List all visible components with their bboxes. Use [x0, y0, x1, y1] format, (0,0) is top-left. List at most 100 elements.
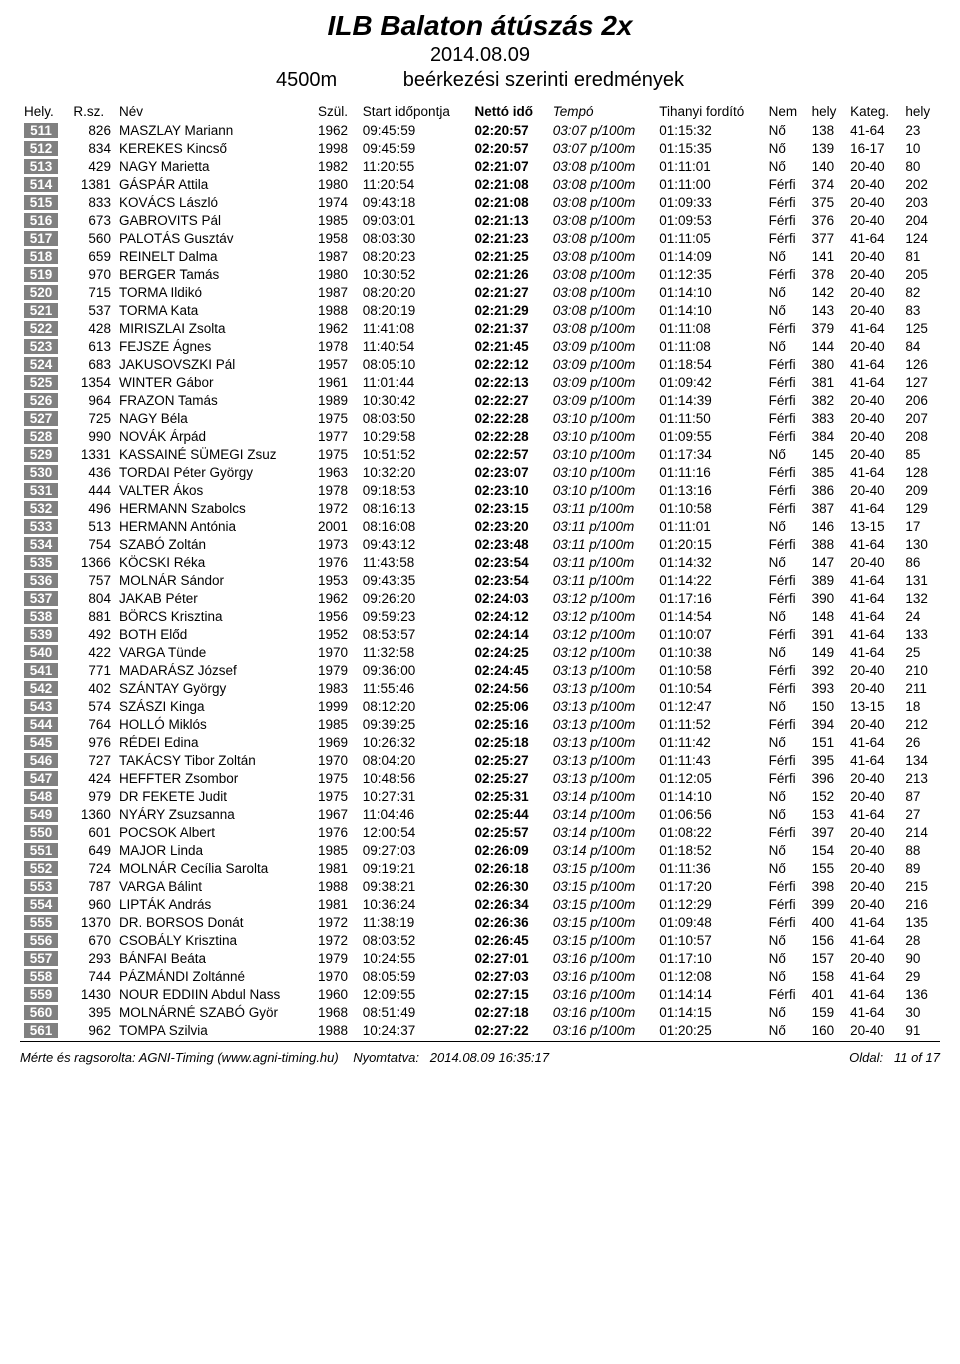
cell-tempo: 03:14 p/100m [549, 823, 655, 841]
place-badge: 552 [24, 861, 58, 876]
cell-catplace: 90 [901, 949, 940, 967]
cell-category: 20-40 [846, 715, 901, 733]
cell-bib: 724 [69, 859, 115, 877]
cell-start: 11:01:44 [359, 373, 471, 391]
cell-net: 02:27:01 [471, 949, 549, 967]
place-badge: 536 [24, 573, 58, 588]
cell-bib: 1370 [69, 913, 115, 931]
col-tempo: Tempó [549, 102, 655, 121]
cell-sex: Nő [765, 967, 808, 985]
cell-net: 02:25:18 [471, 733, 549, 751]
cell-place: 526 [20, 391, 69, 409]
cell-bib: 560 [69, 229, 115, 247]
cell-bib: 429 [69, 157, 115, 175]
cell-name: NAGY Marietta [115, 157, 314, 175]
cell-tihanyi: 01:11:08 [655, 337, 764, 355]
cell-bib: 683 [69, 355, 115, 373]
cell-name: MAJOR Linda [115, 841, 314, 859]
cell-year: 1957 [314, 355, 359, 373]
cell-year: 1956 [314, 607, 359, 625]
place-badge: 537 [24, 591, 58, 606]
cell-sex: Nő [765, 553, 808, 571]
cell-category: 41-64 [846, 805, 901, 823]
cell-sexplace: 138 [808, 121, 847, 139]
cell-place: 553 [20, 877, 69, 895]
cell-tihanyi: 01:11:05 [655, 229, 764, 247]
table-row: 552724MOLNÁR Cecília Sarolta198109:19:21… [20, 859, 940, 877]
cell-net: 02:24:25 [471, 643, 549, 661]
cell-sexplace: 396 [808, 769, 847, 787]
cell-sexplace: 380 [808, 355, 847, 373]
cell-place: 542 [20, 679, 69, 697]
subtitle: beérkezési szerinti eredmények [403, 69, 684, 91]
cell-tempo: 03:08 p/100m [549, 157, 655, 175]
place-badge: 532 [24, 501, 58, 516]
cell-start: 11:38:19 [359, 913, 471, 931]
table-row: 547424HEFFTER Zsombor197510:48:5602:25:2… [20, 769, 940, 787]
cell-sexplace: 397 [808, 823, 847, 841]
cell-net: 02:27:22 [471, 1021, 549, 1039]
cell-tihanyi: 01:11:36 [655, 859, 764, 877]
cell-sex: Férfi [765, 427, 808, 445]
cell-tihanyi: 01:10:38 [655, 643, 764, 661]
cell-sexplace: 160 [808, 1021, 847, 1039]
cell-name: TORDAI Péter György [115, 463, 314, 481]
cell-place: 521 [20, 301, 69, 319]
cell-start: 09:03:01 [359, 211, 471, 229]
cell-place: 534 [20, 535, 69, 553]
cell-sex: Nő [765, 139, 808, 157]
cell-catplace: 213 [901, 769, 940, 787]
cell-start: 11:32:58 [359, 643, 471, 661]
cell-catplace: 83 [901, 301, 940, 319]
cell-place: 540 [20, 643, 69, 661]
cell-tihanyi: 01:18:54 [655, 355, 764, 373]
cell-tempo: 03:11 p/100m [549, 571, 655, 589]
place-badge: 520 [24, 285, 58, 300]
cell-place: 556 [20, 931, 69, 949]
table-row: 544764HOLLÓ Miklós198509:39:2502:25:1603… [20, 715, 940, 733]
cell-tempo: 03:16 p/100m [549, 1021, 655, 1039]
cell-sex: Nő [765, 607, 808, 625]
cell-name: GABROVITS Pál [115, 211, 314, 229]
cell-catplace: 133 [901, 625, 940, 643]
cell-place: 528 [20, 427, 69, 445]
cell-name: PÁZMÁNDI Zoltánné [115, 967, 314, 985]
cell-catplace: 211 [901, 679, 940, 697]
cell-catplace: 215 [901, 877, 940, 895]
cell-bib: 964 [69, 391, 115, 409]
cell-tihanyi: 01:11:52 [655, 715, 764, 733]
cell-tempo: 03:15 p/100m [549, 859, 655, 877]
cell-tihanyi: 01:11:08 [655, 319, 764, 337]
cell-tempo: 03:07 p/100m [549, 139, 655, 157]
cell-name: CSOBÁLY Krisztina [115, 931, 314, 949]
place-badge: 519 [24, 267, 58, 282]
table-row: 5351366KÖCSKI Réka197611:43:5802:23:5403… [20, 553, 940, 571]
cell-year: 1999 [314, 697, 359, 715]
cell-name: JAKAB Péter [115, 589, 314, 607]
distance: 4500m [276, 69, 337, 92]
cell-place: 535 [20, 553, 69, 571]
cell-catplace: 124 [901, 229, 940, 247]
cell-net: 02:24:12 [471, 607, 549, 625]
cell-bib: 613 [69, 337, 115, 355]
cell-place: 515 [20, 193, 69, 211]
cell-tihanyi: 01:12:05 [655, 769, 764, 787]
cell-place: 536 [20, 571, 69, 589]
col-szul: Szül. [314, 102, 359, 121]
cell-sexplace: 148 [808, 607, 847, 625]
cell-catplace: 29 [901, 967, 940, 985]
table-row: 524683JAKUSOVSZKI Pál195708:05:1002:22:1… [20, 355, 940, 373]
cell-category: 41-64 [846, 931, 901, 949]
table-row: 530436TORDAI Péter György196310:32:2002:… [20, 463, 940, 481]
cell-name: VARGA Bálint [115, 877, 314, 895]
table-row: 516673GABROVITS Pál198509:03:0102:21:130… [20, 211, 940, 229]
cell-category: 41-64 [846, 751, 901, 769]
cell-bib: 574 [69, 697, 115, 715]
cell-catplace: 202 [901, 175, 940, 193]
table-row: 546727TAKÁCSY Tibor Zoltán197008:04:2002… [20, 751, 940, 769]
table-row: 5491360NYÁRY Zsuzsanna196711:04:4602:25:… [20, 805, 940, 823]
cell-tihanyi: 01:20:15 [655, 535, 764, 553]
cell-name: WINTER Gábor [115, 373, 314, 391]
cell-net: 02:21:13 [471, 211, 549, 229]
cell-start: 08:20:20 [359, 283, 471, 301]
